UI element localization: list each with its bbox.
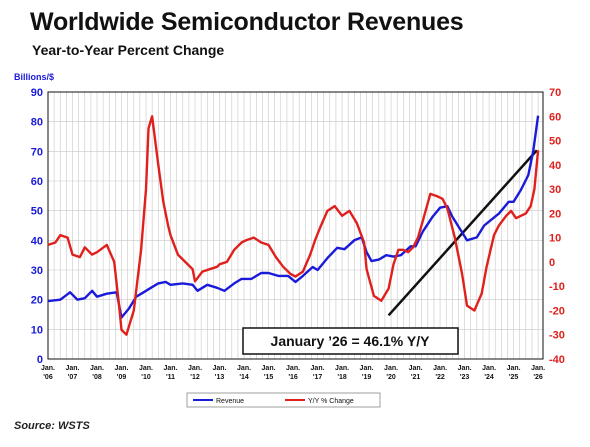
left-tick-label: 60 [31, 176, 43, 188]
right-tick-label: -40 [549, 354, 565, 366]
x-tick-label: Jan. [433, 365, 447, 372]
left-tick-label: 80 [31, 117, 43, 129]
x-tick-year: '20 [386, 374, 396, 381]
x-tick-year: '11 [166, 374, 175, 381]
right-tick-label: -30 [549, 330, 565, 342]
left-tick-label: 70 [31, 146, 43, 158]
x-tick-label: Jan. [409, 365, 423, 372]
series-lines [47, 115, 540, 336]
x-tick-year: '22 [435, 374, 445, 381]
x-tick-label: Jan. [139, 365, 153, 372]
x-tick-label: Jan. [65, 365, 79, 372]
x-tick-year: '21 [411, 374, 421, 381]
x-tick-year: '09 [117, 374, 127, 381]
x-tick-year: '08 [92, 374, 102, 381]
left-tick-label: 10 [31, 324, 43, 336]
x-tick-year: '06 [43, 374, 53, 381]
left-tick-label: 40 [31, 235, 43, 247]
x-tick-label: Jan. [384, 365, 398, 372]
right-tick-label: 40 [549, 160, 561, 172]
left-axis-unit-label: Billions/$ [14, 72, 54, 82]
right-tick-label: 10 [549, 233, 561, 245]
legend-label-yoy: Y/Y % Change [308, 398, 354, 405]
x-tick-year: '15 [264, 374, 274, 381]
legend-label-revenue: Revenue [216, 398, 244, 405]
x-tick-label: Jan. [458, 365, 472, 372]
x-tick-label: Jan. [237, 365, 251, 372]
series-line-revenue [47, 115, 540, 319]
chart-subtitle: Year-to-Year Percent Change [32, 42, 225, 58]
right-tick-label: 70 [549, 87, 561, 99]
right-tick-label: 50 [549, 136, 561, 148]
x-tick-label: Jan. [115, 365, 129, 372]
x-tick-year: '26 [533, 374, 543, 381]
x-tick-label: Jan. [335, 365, 349, 372]
plot-frame [47, 91, 544, 360]
x-tick-label: Jan. [360, 365, 374, 372]
source-note: Source: WSTS [14, 420, 90, 432]
x-tick-year: '23 [460, 374, 470, 381]
left-tick-label: 20 [31, 295, 43, 307]
x-tick-label: Jan. [507, 365, 521, 372]
x-tick-label: Jan. [262, 365, 276, 372]
x-tick-label: Jan. [213, 365, 227, 372]
x-tick-year: '13 [215, 374, 225, 381]
left-axis-ticks: 0 10 20 30 40 50 60 70 80 90 [31, 87, 43, 366]
x-axis-ticks: Jan. '06 Jan. '07 Jan. '08 Jan. '09 Jan. '10 Jan. '… [41, 365, 545, 381]
x-tick-year: '12 [190, 374, 200, 381]
x-tick-label: Jan. [164, 365, 178, 372]
x-tick-label: Jan. [482, 365, 496, 372]
x-tick-year: '07 [68, 374, 78, 381]
x-tick-label: Jan. [41, 365, 55, 372]
x-tick-year: '14 [239, 374, 249, 381]
left-tick-label: 50 [31, 206, 43, 218]
right-tick-label: 0 [549, 257, 555, 269]
right-tick-label: 60 [549, 111, 561, 123]
left-tick-label: 0 [37, 354, 43, 366]
right-axis-ticks: -40 -30 -20 -10 0 10 20 30 40 50 60 70 [549, 87, 565, 366]
x-tick-label: Jan. [286, 365, 300, 372]
series-line-yoy-change [47, 115, 540, 336]
right-tick-label: -20 [549, 305, 565, 317]
left-tick-label: 30 [31, 265, 43, 277]
right-tick-label: -10 [549, 281, 565, 293]
annotation-box: January ’26 = 46.1% Y/Y [242, 327, 459, 355]
x-tick-label: Jan. [531, 365, 545, 372]
x-tick-year: '24 [484, 374, 494, 381]
x-tick-year: '19 [362, 374, 372, 381]
x-tick-label: Jan. [90, 365, 104, 372]
grid-lines [48, 92, 543, 359]
chart-title: Worldwide Semiconductor Revenues [30, 8, 464, 36]
x-tick-label: Jan. [311, 365, 325, 372]
right-tick-label: 20 [549, 208, 561, 220]
x-tick-year: '18 [337, 374, 347, 381]
x-tick-year: '25 [509, 374, 519, 381]
right-tick-label: 30 [549, 184, 561, 196]
legend: Revenue Y/Y % Change [186, 392, 381, 408]
x-tick-year: '16 [288, 374, 298, 381]
x-tick-year: '10 [141, 374, 151, 381]
x-tick-year: '17 [313, 374, 323, 381]
annotation-text: January ’26 = 46.1% Y/Y [271, 333, 431, 349]
x-tick-label: Jan. [188, 365, 202, 372]
left-tick-label: 90 [31, 87, 43, 99]
